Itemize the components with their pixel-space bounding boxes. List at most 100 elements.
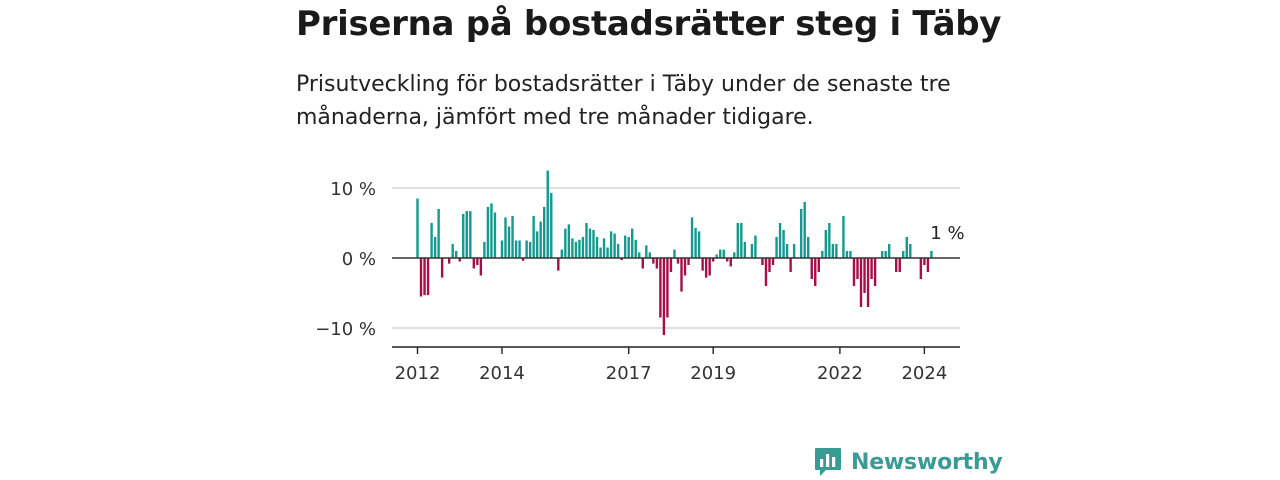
bar-negative xyxy=(856,258,859,279)
bar-positive xyxy=(602,238,606,258)
bar-positive xyxy=(525,240,528,258)
bar-negative xyxy=(817,258,820,272)
bar-positive xyxy=(433,237,437,258)
bar-positive xyxy=(469,211,472,258)
bar-negative xyxy=(768,258,771,272)
bar-negative xyxy=(479,258,483,276)
bar-negative xyxy=(620,258,623,261)
bar-positive xyxy=(775,237,778,258)
bar-positive xyxy=(567,224,571,258)
bar-negative xyxy=(764,258,768,286)
bar-positive xyxy=(880,251,884,258)
end-value-label: 1 % xyxy=(930,223,964,244)
bar-positive xyxy=(631,228,634,258)
bar-positive xyxy=(743,241,747,258)
bar-positive xyxy=(623,235,627,258)
bar-negative xyxy=(895,258,898,272)
bar-positive xyxy=(673,249,676,258)
bar-negative xyxy=(771,258,775,265)
bar-positive xyxy=(451,244,454,258)
bar-positive xyxy=(462,213,465,258)
bar-positive xyxy=(807,237,810,258)
bar-negative xyxy=(683,258,687,276)
bar-negative xyxy=(704,258,708,278)
bar-negative xyxy=(423,258,426,296)
bar-positive xyxy=(694,227,697,258)
bar-positive xyxy=(592,230,595,258)
bar-negative xyxy=(680,258,683,292)
bar-positive xyxy=(754,235,757,258)
bar-positive xyxy=(905,237,908,258)
bar-positive xyxy=(543,206,546,258)
bar-positive xyxy=(486,206,490,258)
bar-negative xyxy=(557,258,560,271)
bar-negative xyxy=(669,258,673,272)
bar-positive xyxy=(821,251,824,258)
bar-positive xyxy=(828,223,831,258)
bar-positive xyxy=(690,217,694,258)
bar-negative xyxy=(476,258,479,265)
x-tick-label: 2017 xyxy=(606,363,652,384)
brand-name: Newsworthy xyxy=(851,449,1003,475)
bar-negative xyxy=(652,258,655,264)
bar-negative xyxy=(761,258,764,265)
x-tick-label: 2019 xyxy=(690,363,736,384)
bar-negative xyxy=(873,258,877,286)
bar-positive xyxy=(740,223,743,258)
y-tick-label: 10 % xyxy=(330,179,376,200)
bar-positive xyxy=(578,239,581,258)
bar-negative xyxy=(870,258,873,279)
bar-positive xyxy=(546,170,549,258)
bar-positive xyxy=(500,240,504,258)
bar-positive xyxy=(514,240,518,258)
bar-positive xyxy=(528,241,532,258)
bar-positive xyxy=(799,209,803,258)
bar-positive xyxy=(564,228,567,258)
bar-positive xyxy=(638,252,641,258)
bar-positive xyxy=(609,231,613,258)
bar-negative xyxy=(662,258,666,335)
bar-negative xyxy=(426,258,430,296)
bar-negative xyxy=(655,258,659,269)
bar-negative xyxy=(926,258,930,272)
axes: 10 % 0 % −10 % 2012 2014 2017 2019 2022 2024 1 % xyxy=(315,179,964,384)
bar-positive xyxy=(504,217,507,258)
bar-positive xyxy=(430,223,433,258)
bar-positive xyxy=(616,244,620,258)
bar-negative xyxy=(440,258,444,278)
bar-negative xyxy=(859,258,863,307)
bar-positive xyxy=(778,223,782,258)
bar-negative xyxy=(852,258,856,286)
bar-negative xyxy=(789,258,792,272)
bar-positive xyxy=(437,209,440,258)
bar-positive xyxy=(613,233,616,258)
bar-positive xyxy=(574,241,578,258)
bar-positive xyxy=(782,230,785,258)
x-tick-label: 2012 xyxy=(395,363,441,384)
bar-positive xyxy=(736,223,740,258)
chart-title: Priserna på bostadsrätter steg i Täby xyxy=(296,4,1002,44)
bar-positive xyxy=(507,226,511,258)
bar-negative xyxy=(726,258,729,262)
bar-negative xyxy=(447,258,451,264)
bar-positive xyxy=(581,237,585,258)
bars xyxy=(416,170,933,335)
x-tick-label: 2024 xyxy=(901,363,947,384)
bar-positive xyxy=(824,230,828,258)
brand: Newsworthy xyxy=(814,446,1003,478)
bar-positive xyxy=(595,237,599,258)
bar-negative xyxy=(419,258,423,297)
bar-negative xyxy=(666,258,669,318)
bar-positive xyxy=(571,238,574,258)
chart-subtitle: Prisutveckling för bostadsrätter i Täby … xyxy=(296,72,951,130)
bar-positive xyxy=(483,241,486,258)
bar-negative xyxy=(711,258,715,262)
bar-negative xyxy=(521,258,525,261)
bar-positive xyxy=(930,251,933,258)
bar-negative xyxy=(701,258,704,271)
bar-positive xyxy=(532,216,535,258)
bar-negative xyxy=(866,258,870,307)
bar-positive xyxy=(785,244,789,258)
bar-positive xyxy=(539,221,542,258)
